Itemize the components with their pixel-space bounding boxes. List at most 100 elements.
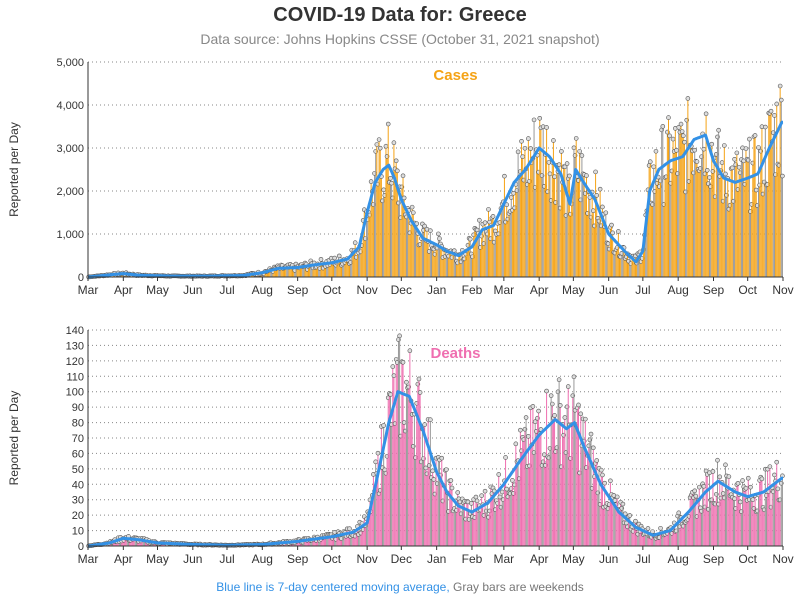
daily-point bbox=[763, 124, 768, 130]
daily-bar bbox=[501, 204, 503, 277]
daily-bar bbox=[330, 258, 332, 277]
daily-bar bbox=[460, 261, 462, 277]
daily-bar bbox=[598, 221, 600, 277]
daily-bar bbox=[532, 406, 534, 546]
daily-bar bbox=[772, 491, 774, 546]
daily-bar bbox=[482, 224, 484, 277]
daily-point bbox=[368, 179, 374, 184]
daily-bar bbox=[657, 537, 659, 546]
daily-point bbox=[404, 379, 409, 385]
daily-bar bbox=[358, 534, 360, 546]
daily-point bbox=[651, 164, 656, 170]
daily-point bbox=[567, 173, 572, 179]
daily-bar bbox=[125, 537, 127, 546]
x-tick-label: May bbox=[562, 552, 585, 566]
daily-bar bbox=[310, 540, 312, 546]
daily-point bbox=[780, 173, 785, 179]
daily-point bbox=[723, 462, 728, 468]
daily-bar bbox=[318, 265, 320, 277]
daily-bar bbox=[621, 253, 623, 277]
daily-bar bbox=[688, 516, 690, 546]
daily-bar bbox=[525, 417, 527, 546]
daily-point bbox=[603, 210, 609, 216]
daily-bar bbox=[614, 252, 616, 277]
daily-point bbox=[722, 143, 727, 148]
daily-bar bbox=[775, 174, 777, 277]
daily-point bbox=[620, 501, 626, 507]
daily-bar bbox=[556, 447, 558, 546]
daily-bar bbox=[754, 135, 756, 277]
daily-bar bbox=[522, 437, 524, 546]
daily-bar bbox=[604, 226, 606, 277]
daily-bar bbox=[601, 474, 603, 546]
daily-bar bbox=[752, 499, 754, 546]
daily-bar bbox=[599, 189, 601, 277]
daily-bar bbox=[555, 451, 557, 546]
daily-bar bbox=[777, 488, 779, 546]
daily-bar bbox=[762, 507, 764, 546]
daily-bar bbox=[377, 184, 379, 277]
daily-bar bbox=[611, 225, 613, 277]
daily-bar bbox=[690, 146, 692, 277]
daily-point bbox=[616, 229, 621, 234]
daily-bar bbox=[426, 229, 428, 277]
daily-bar bbox=[585, 175, 587, 277]
daily-bar bbox=[467, 245, 469, 277]
daily-bar bbox=[315, 540, 317, 546]
daily-bar bbox=[743, 486, 745, 546]
daily-bar bbox=[637, 534, 639, 546]
daily-bar bbox=[716, 136, 718, 277]
daily-bar bbox=[616, 247, 618, 277]
daily-bar bbox=[576, 176, 578, 277]
deaths-panel: 0 10 20 30 40 50 60 70 80 90 100 110 120 130 140 Report… bbox=[7, 325, 794, 566]
daily-point bbox=[633, 518, 638, 524]
daily-bar bbox=[498, 233, 500, 277]
daily-bar bbox=[681, 131, 683, 277]
daily-bar bbox=[376, 144, 378, 277]
x-tick-label: Apr bbox=[530, 552, 549, 566]
daily-bar bbox=[711, 499, 713, 546]
daily-bar bbox=[523, 439, 525, 546]
daily-bar bbox=[691, 150, 693, 277]
daily-bar bbox=[735, 508, 737, 546]
x-tick-label: Mar bbox=[78, 283, 99, 297]
daily-bar bbox=[626, 253, 628, 277]
daily-bar bbox=[141, 538, 143, 546]
daily-point bbox=[576, 402, 581, 408]
daily-bar bbox=[534, 421, 536, 546]
daily-bar bbox=[448, 256, 450, 277]
daily-bar bbox=[466, 250, 468, 277]
daily-bar bbox=[746, 159, 748, 277]
daily-bar bbox=[570, 458, 572, 546]
daily-point bbox=[685, 96, 691, 101]
daily-bar bbox=[495, 234, 497, 277]
daily-bar bbox=[142, 539, 144, 546]
daily-bar bbox=[552, 418, 554, 546]
daily-bar bbox=[505, 457, 507, 546]
daily-bar bbox=[133, 537, 135, 546]
daily-bar bbox=[360, 251, 362, 277]
daily-bar bbox=[412, 212, 414, 277]
daily-bar bbox=[468, 238, 470, 277]
daily-bar bbox=[679, 132, 681, 277]
daily-point bbox=[772, 472, 777, 478]
daily-bar bbox=[715, 154, 717, 277]
daily-point bbox=[562, 415, 568, 420]
daily-bar bbox=[698, 170, 700, 277]
daily-bar bbox=[778, 500, 780, 546]
daily-point bbox=[720, 491, 726, 496]
daily-bar bbox=[639, 531, 641, 546]
daily-point bbox=[422, 223, 427, 229]
daily-bar bbox=[573, 147, 575, 277]
daily-bar bbox=[753, 136, 755, 277]
daily-bar bbox=[379, 490, 381, 546]
daily-bar bbox=[727, 178, 729, 277]
x-tick-label: Nov bbox=[356, 283, 377, 297]
daily-bar bbox=[750, 211, 752, 277]
daily-bar bbox=[444, 256, 446, 277]
daily-bar bbox=[383, 189, 385, 277]
daily-bar bbox=[628, 516, 630, 546]
daily-bar bbox=[723, 145, 725, 277]
daily-bar bbox=[660, 528, 662, 546]
daily-point bbox=[416, 376, 422, 382]
